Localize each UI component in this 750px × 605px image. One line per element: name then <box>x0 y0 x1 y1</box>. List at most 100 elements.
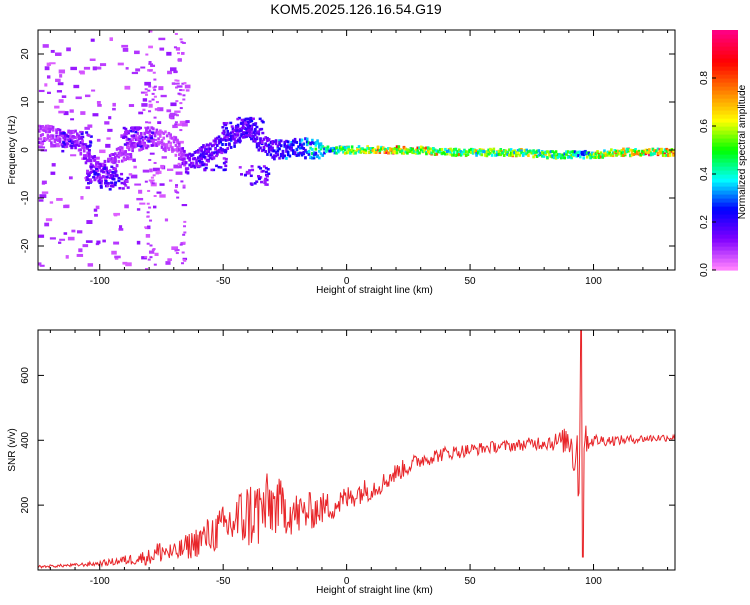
heatmap-cell <box>144 88 148 91</box>
heatmap-cell <box>456 150 459 154</box>
heatmap-cell <box>62 135 65 139</box>
colorbar-swatch <box>712 250 738 255</box>
x-tick-label: 50 <box>465 276 477 287</box>
heatmap-cell <box>283 144 287 148</box>
heatmap-cell <box>41 142 45 146</box>
heatmap-cell <box>634 150 637 154</box>
heatmap-cell <box>165 143 169 147</box>
heatmap-cell <box>307 149 311 153</box>
heatmap-cell <box>181 204 188 207</box>
heatmap-cell <box>559 156 563 160</box>
heatmap-cell <box>219 137 223 141</box>
heatmap-cell <box>489 151 492 155</box>
heatmap-cell <box>98 165 102 169</box>
heatmap-cell <box>248 124 252 128</box>
heatmap-cell <box>109 37 113 41</box>
heatmap-cell <box>238 139 242 143</box>
y-tick-label: 10 <box>20 96 31 108</box>
heatmap-cell <box>151 92 155 95</box>
heatmap-cell <box>160 164 165 169</box>
heatmap-cell <box>338 146 342 150</box>
heatmap-cell <box>115 164 119 168</box>
heatmap-cell <box>254 139 257 143</box>
heatmap-cell <box>195 160 198 164</box>
heatmap-cell <box>210 168 214 172</box>
colorbar-swatch <box>712 134 738 139</box>
heatmap-cell <box>321 145 325 149</box>
heatmap-cell <box>70 131 74 135</box>
heatmap-cell <box>94 156 100 160</box>
colorbar-swatch <box>712 58 738 63</box>
heatmap-cell <box>244 121 248 124</box>
heatmap-cell <box>112 107 116 111</box>
heatmap-cell <box>122 47 129 52</box>
heatmap-cell <box>240 134 243 138</box>
heatmap-cell <box>449 152 452 156</box>
heatmap-cell <box>99 186 103 189</box>
heatmap-cell <box>292 139 295 143</box>
colorbar-swatch <box>712 102 738 107</box>
colorbar-swatch <box>712 150 738 155</box>
heatmap-cell <box>395 151 399 155</box>
heatmap-cell <box>558 152 561 156</box>
heatmap-cell <box>94 66 102 70</box>
heatmap-cell <box>88 150 91 154</box>
heatmap-cell <box>148 60 152 63</box>
heatmap-cell <box>89 180 93 183</box>
heatmap-cell <box>349 151 352 155</box>
colorbar-swatch <box>712 186 738 191</box>
heatmap-cell <box>501 151 504 155</box>
heatmap-cell <box>152 127 155 131</box>
heatmap-cell <box>147 89 151 92</box>
heatmap-cell <box>273 140 276 144</box>
heatmap-cell <box>606 153 610 157</box>
heatmap-cell <box>316 155 319 159</box>
colorbar-swatch <box>712 126 738 131</box>
colorbar-swatch <box>712 262 738 267</box>
heatmap-cell <box>183 82 187 85</box>
heatmap-cell <box>50 171 56 175</box>
heatmap-cell <box>229 131 233 135</box>
heatmap-cell <box>516 149 520 153</box>
heatmap-cell <box>159 183 165 186</box>
colorbar-swatch <box>712 66 738 71</box>
heatmap-cell <box>87 124 93 128</box>
heatmap-cell <box>568 155 572 159</box>
heatmap-cell <box>642 152 646 156</box>
heatmap-cell <box>171 147 174 151</box>
colorbar-swatch <box>712 78 738 83</box>
heatmap-cell <box>69 136 72 140</box>
heatmap-cell <box>264 143 268 147</box>
heatmap-cell <box>357 145 361 149</box>
heatmap-cell <box>204 152 208 155</box>
heatmap-cell <box>188 156 191 160</box>
heatmap-cell <box>573 153 577 157</box>
heatmap-cell <box>86 178 90 181</box>
heatmap-cell <box>53 140 57 144</box>
heatmap-cell <box>113 171 117 174</box>
heatmap-cell <box>406 148 409 152</box>
heatmap-cell <box>658 151 662 155</box>
heatmap-cell <box>58 140 62 144</box>
heatmap-cell <box>330 149 333 153</box>
colorbar-swatch <box>712 246 738 251</box>
heatmap-cell <box>120 134 126 138</box>
heatmap-cell <box>236 117 240 121</box>
heatmap-cell <box>99 184 103 188</box>
heatmap-cell <box>76 253 84 257</box>
colorbar-swatch <box>712 202 738 207</box>
heatmap-cell <box>175 86 179 89</box>
heatmap-cell <box>127 156 133 161</box>
heatmap-cell <box>155 143 159 147</box>
heatmap-cell <box>214 147 217 151</box>
heatmap-cell <box>188 158 191 162</box>
heatmap-cell <box>144 226 148 229</box>
heatmap-cell <box>281 152 285 156</box>
heatmap-cell <box>176 85 183 88</box>
heatmap-cell <box>65 255 69 259</box>
heatmap-cell <box>224 148 228 152</box>
heatmap-cell <box>148 206 152 209</box>
heatmap-cell <box>300 153 304 157</box>
colorbar-swatch <box>712 50 738 55</box>
heatmap-cell <box>221 126 225 129</box>
